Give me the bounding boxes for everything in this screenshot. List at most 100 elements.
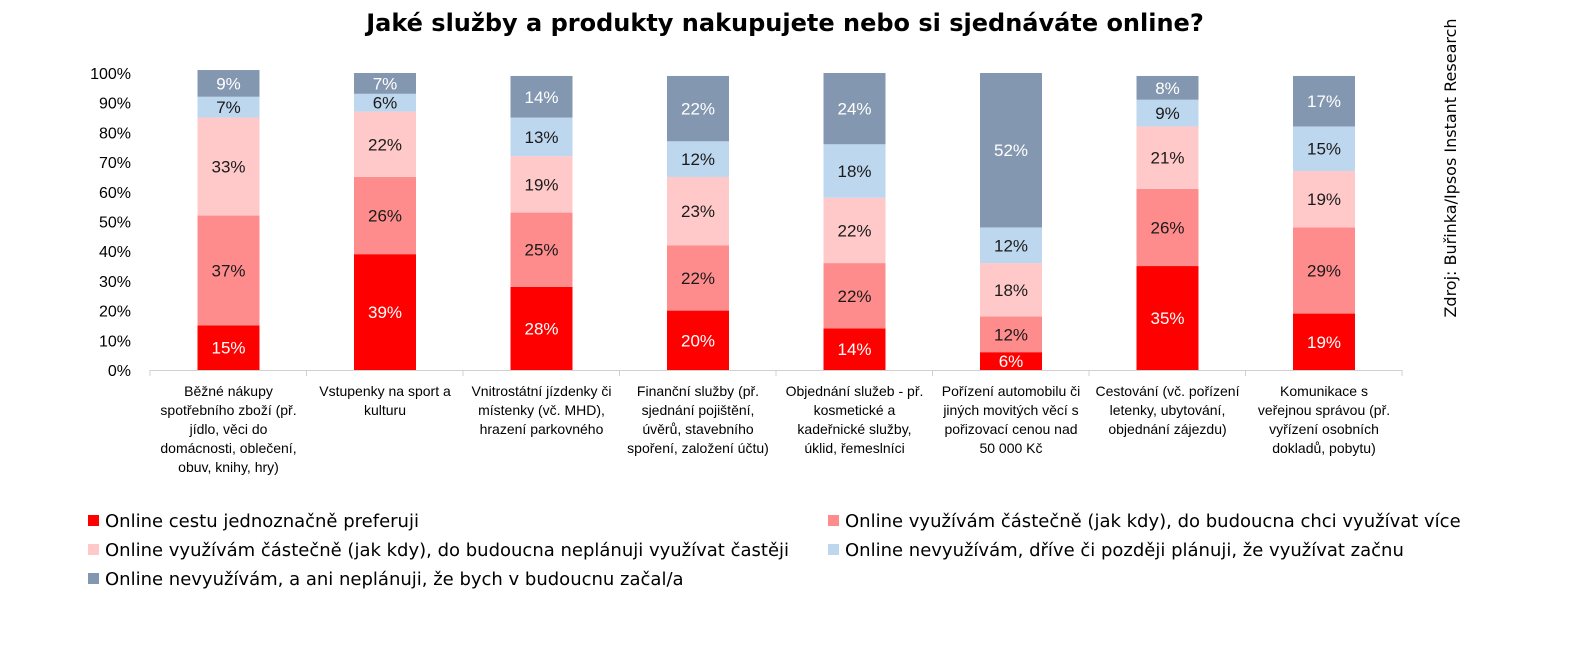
data-label: 26%: [1150, 218, 1184, 237]
bar-segment: [667, 310, 729, 370]
data-label: 19%: [1307, 190, 1341, 209]
bar-segment: [510, 286, 573, 370]
bar-segment: [197, 215, 260, 326]
data-label: 29%: [1307, 262, 1341, 281]
data-label: 19%: [524, 175, 558, 194]
category-label: Vnitrostátní jízdenky či místenky (vč. MH…: [471, 383, 611, 437]
bar-segment: [1136, 188, 1199, 267]
data-label: 22%: [837, 287, 871, 306]
bar-segment: [667, 245, 729, 311]
bar-segment: [354, 93, 416, 112]
bar-segment: [823, 197, 886, 264]
bar-segment: [1136, 266, 1199, 370]
bar-segment: [354, 111, 416, 177]
data-label: 22%: [837, 221, 871, 240]
data-label: 22%: [681, 100, 715, 119]
y-tick-label: 0%: [108, 363, 131, 380]
y-tick-label: 50%: [99, 215, 131, 232]
data-label: 9%: [216, 74, 241, 93]
bar-segment: [510, 156, 573, 213]
bar-segment: [354, 254, 416, 370]
bar-segment: [197, 70, 260, 97]
legend-label: Online využívám částečně (jak kdy), do b…: [105, 540, 789, 561]
data-label: 26%: [368, 207, 402, 226]
y-tick-label: 20%: [99, 304, 131, 321]
bar-segment: [980, 316, 1042, 353]
bar-segment: [823, 328, 886, 370]
bar-segment: [510, 212, 573, 287]
category-label: Finanční služby (př. sjednání pojištění, ú…: [627, 383, 769, 456]
legend-item: Online využívám částečně (jak kdy), do b…: [828, 511, 1461, 532]
legend-item: Online nevyužívám, dříve či později plán…: [828, 540, 1404, 561]
legend-label: Online využívám částečně (jak kdy), do b…: [845, 511, 1461, 532]
bar-segment: [1293, 313, 1355, 370]
y-tick-label: 90%: [99, 96, 131, 113]
data-label: 35%: [1150, 309, 1184, 328]
data-label: 6%: [999, 352, 1024, 371]
data-label: 15%: [1307, 140, 1341, 159]
data-label: 15%: [211, 339, 245, 358]
bar-segment: [354, 73, 416, 94]
legend-swatch: [88, 573, 99, 584]
legend-label: Online nevyužívám, dříve či později plán…: [845, 540, 1404, 561]
data-label: 39%: [368, 303, 402, 322]
y-tick-label: 70%: [99, 155, 131, 172]
y-tick-label: 10%: [99, 333, 131, 350]
data-label: 19%: [1307, 333, 1341, 352]
data-label: 7%: [373, 74, 398, 93]
data-label: 33%: [211, 158, 245, 177]
data-label: 25%: [524, 241, 558, 260]
category-label: Komunikace s veřejnou správou (př. vyřízen…: [1258, 383, 1390, 456]
data-label: 20%: [681, 331, 715, 350]
bar-segment: [1293, 126, 1355, 172]
data-label: 12%: [994, 325, 1028, 344]
data-label: 12%: [681, 150, 715, 169]
bar-segment: [197, 325, 260, 370]
data-label: 28%: [524, 319, 558, 338]
data-label: 23%: [681, 202, 715, 221]
legend-item: Online využívám částečně (jak kdy), do b…: [88, 540, 789, 561]
bar-segment: [823, 144, 886, 198]
bar-segment: [197, 117, 260, 216]
data-label: 18%: [994, 281, 1028, 300]
data-label: 22%: [368, 135, 402, 154]
legend-swatch: [828, 515, 839, 526]
bar-segment: [667, 75, 729, 142]
y-tick-label: 40%: [99, 244, 131, 261]
data-label: 17%: [1307, 92, 1341, 111]
category-label: Cestování (vč. pořízení letenky, ubytován…: [1096, 383, 1240, 437]
data-label: 22%: [681, 269, 715, 288]
bar-segment: [980, 352, 1042, 370]
bar-segment: [197, 96, 260, 118]
bar-segment: [510, 75, 573, 118]
category-label: Vstupenky na sport a kulturu: [319, 383, 451, 418]
data-label: 9%: [1155, 104, 1180, 123]
bar-segment: [1293, 171, 1355, 228]
y-tick-label: 60%: [99, 185, 131, 202]
legend-item: Online nevyužívám, a ani neplánuji, že b…: [88, 569, 684, 590]
data-label: 8%: [1155, 79, 1180, 98]
source-note: Zdroj: Buřinka/Ipsos Instant Research: [1441, 18, 1460, 317]
y-tick-label: 100%: [90, 66, 131, 83]
legend-swatch: [88, 544, 99, 555]
chart-title: Jaké služby a produkty nakupujete nebo s…: [364, 9, 1204, 37]
data-label: 37%: [211, 262, 245, 281]
bar-segment: [1136, 75, 1199, 100]
legend-item: Online cestu jednoznačně preferuji: [88, 511, 419, 532]
y-tick-label: 30%: [99, 274, 131, 291]
bar-segment: [1136, 126, 1199, 189]
data-label: 6%: [373, 94, 398, 113]
bars: 15%37%33%7%9%39%26%22%6%7%28%25%19%13%14…: [197, 70, 1355, 371]
category-label: Běžné nákupy spotřebního zboží (př. jídlo,…: [160, 383, 296, 475]
data-label: 14%: [837, 340, 871, 359]
bar-segment: [1136, 99, 1199, 127]
data-label: 18%: [837, 162, 871, 181]
category-label: Pořízení automobilu či jiných movitých vě…: [942, 383, 1081, 456]
legend-swatch: [828, 544, 839, 555]
y-tick-label: 80%: [99, 125, 131, 142]
bar-segment: [1293, 75, 1355, 127]
bar-segment: [980, 263, 1042, 317]
bar-segment: [667, 141, 729, 177]
data-label: 12%: [994, 236, 1028, 255]
